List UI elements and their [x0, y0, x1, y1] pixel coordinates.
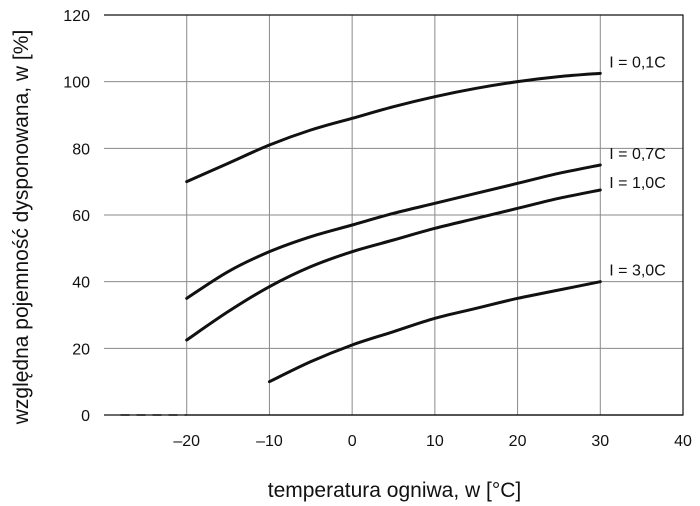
y-axis-title: względna pojemność dysponowana, w [%]: [10, 30, 33, 426]
series-line: [185, 188, 602, 342]
y-tick-labels: 0 20 40 60 80 100 120: [63, 8, 90, 425]
series-line: [267, 280, 602, 384]
y-tick-label: 100: [63, 75, 90, 92]
y-tick-label: 60: [72, 208, 90, 225]
series-curves: [185, 71, 602, 384]
plot-frame: [103, 14, 684, 416]
x-tick-label: 30: [591, 433, 609, 450]
y-tick-label: 120: [63, 8, 90, 25]
x-axis-title: temperatura ogniwa, w [°C]: [268, 479, 522, 502]
series-label: I = 1,0C: [609, 175, 665, 192]
x-tick-labels: –20 –10 0 10 20 30 40: [173, 433, 692, 450]
y-tick-label: 0: [81, 408, 90, 425]
series-line: [185, 163, 602, 300]
x-tick-label: –10: [256, 433, 283, 450]
series-line: [185, 71, 602, 184]
x-tick-label: 20: [509, 433, 527, 450]
series-labels: I = 0,1C I = 0,7C I = 1,0C I = 3,0C: [609, 54, 665, 279]
x-tick-label: 40: [674, 433, 692, 450]
x-tick-label: –20: [173, 433, 200, 450]
series-label: I = 3,0C: [609, 263, 665, 280]
y-tick-label: 80: [72, 141, 90, 158]
series-label: I = 0,1C: [609, 54, 665, 71]
y-tick-label: 20: [72, 341, 90, 358]
x-tick-label: 0: [348, 433, 357, 450]
y-tick-label: 40: [72, 275, 90, 292]
x-tick-label: 10: [426, 433, 444, 450]
series-label: I = 0,7C: [609, 146, 665, 163]
